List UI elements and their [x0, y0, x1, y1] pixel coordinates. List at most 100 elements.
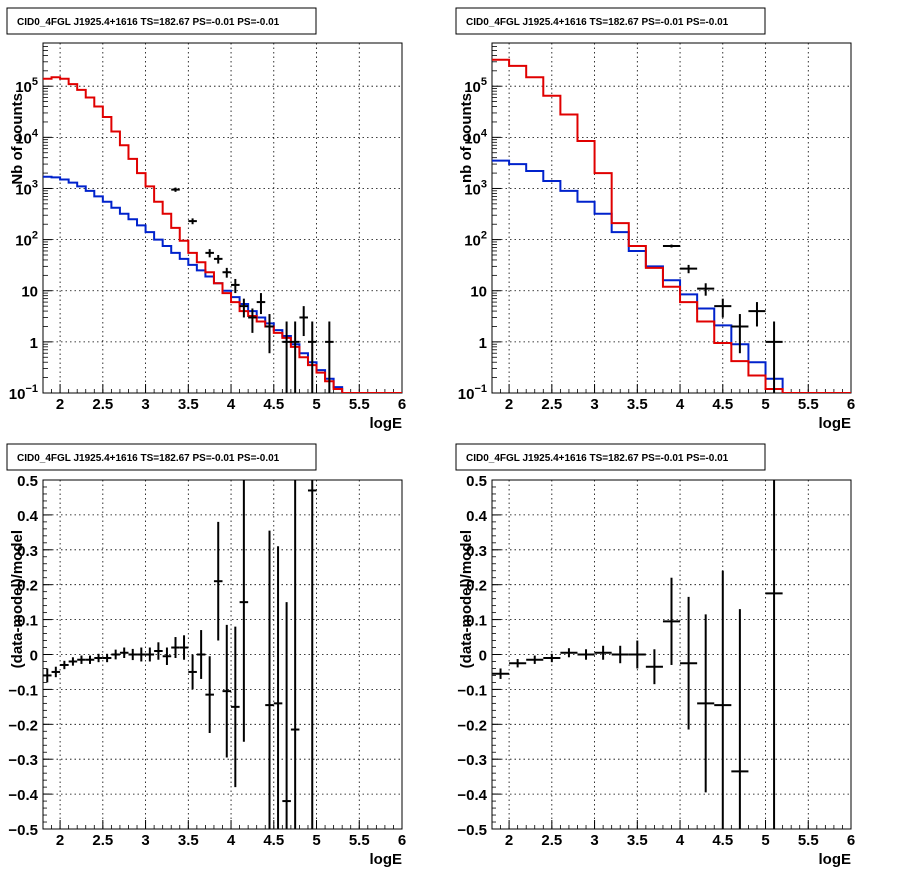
x-tick-label: 2: [56, 832, 64, 849]
model-component-histogram: [43, 175, 402, 393]
y-tick-label: 0.4: [466, 508, 488, 525]
x-tick-label: 4.5: [263, 832, 284, 849]
y-tick-label: −0.3: [8, 752, 38, 769]
chart-panel-4: CID0_4FGL J1925.4+1616 TS=182.67 PS=-0.0…: [455, 443, 855, 868]
y-tick-label: 0.2: [17, 578, 38, 595]
x-tick-label: 3: [590, 832, 598, 849]
series-group: [43, 480, 317, 829]
y-tick-label: 0.1: [17, 613, 38, 630]
y-axis-label: (data-model)/model: [9, 530, 26, 668]
y-tick-label: 102: [15, 230, 38, 250]
x-tick-label: 6: [398, 832, 406, 849]
chart-title-box: [455, 443, 766, 471]
y-tick-label: 10−1: [458, 383, 487, 403]
plot-frame: [42, 479, 403, 830]
y-tick-label: 10: [470, 284, 487, 301]
y-tick-label: −0.1: [8, 682, 38, 699]
y-axis-label: nb of counts: [458, 93, 475, 183]
y-tick-label: 105: [15, 76, 38, 96]
series-group: [492, 58, 851, 393]
x-tick-label: 5: [761, 396, 769, 413]
x-tick-label: 4.5: [263, 396, 284, 413]
y-tick-label: −0.5: [8, 822, 38, 839]
x-tick-label: 3.5: [178, 396, 199, 413]
y-axis-label: Nb of counts: [9, 93, 26, 185]
chart-title: CID0_4FGL J1925.4+1616 TS=182.67 PS=-0.0…: [466, 453, 729, 464]
x-tick-label: 2.5: [92, 396, 113, 413]
plot-frame: [491, 479, 852, 830]
y-tick-label: 1: [479, 335, 487, 352]
y-tick-label: 0: [30, 648, 38, 665]
y-tick-label: −0.4: [8, 787, 38, 804]
x-tick-label: 5.5: [798, 396, 819, 413]
series-group: [492, 480, 783, 829]
x-tick-label: 4: [676, 396, 685, 413]
y-tick-label: 10: [21, 284, 38, 301]
y-tick-label: 104: [15, 127, 39, 147]
x-tick-label: 5: [312, 396, 320, 413]
x-tick-label: 5.5: [349, 396, 370, 413]
x-tick-label: 2.5: [92, 832, 113, 849]
y-tick-label: 1: [30, 335, 38, 352]
x-tick-label: 3.5: [627, 832, 648, 849]
y-tick-label: −0.1: [457, 682, 487, 699]
chart-title-box: [6, 443, 317, 471]
x-tick-label: 2: [505, 396, 513, 413]
y-tick-label: 0.1: [466, 613, 487, 630]
y-tick-label: −0.3: [457, 752, 487, 769]
y-tick-label: −0.2: [457, 717, 487, 734]
chart-title: CID0_4FGL J1925.4+1616 TS=182.67 PS=-0.0…: [17, 17, 280, 28]
x-axis-label: logE: [370, 851, 403, 868]
x-tick-label: 6: [398, 396, 406, 413]
y-tick-label: 0.3: [466, 543, 487, 560]
y-tick-label: 0: [479, 648, 487, 665]
chart-title-box: [6, 7, 317, 35]
x-tick-label: 2: [505, 832, 513, 849]
x-tick-label: 3.5: [178, 832, 199, 849]
y-axis-label: (data-model)/model: [458, 530, 475, 668]
y-tick-label: −0.2: [8, 717, 38, 734]
y-tick-label: 0.4: [17, 508, 39, 525]
y-tick-label: 103: [464, 178, 487, 198]
y-tick-label: 103: [15, 178, 38, 198]
y-tick-label: −0.5: [457, 822, 487, 839]
x-tick-label: 4: [227, 832, 236, 849]
x-tick-label: 4: [227, 396, 236, 413]
chart-panel-2: CID0_4FGL J1925.4+1616 TS=182.67 PS=-0.0…: [455, 7, 855, 432]
x-tick-label: 4.5: [712, 396, 733, 413]
x-tick-label: 2: [56, 396, 64, 413]
x-tick-label: 3: [590, 396, 598, 413]
chart-title-box: [455, 7, 766, 35]
x-axis-label: logE: [819, 415, 852, 432]
x-tick-label: 5.5: [798, 832, 819, 849]
x-tick-label: 3: [141, 396, 149, 413]
plot-frame: [42, 42, 403, 394]
chart-title: CID0_4FGL J1925.4+1616 TS=182.67 PS=-0.0…: [466, 17, 729, 28]
x-tick-label: 2.5: [541, 396, 562, 413]
x-axis-label: logE: [370, 415, 403, 432]
model-total-histogram: [492, 58, 851, 393]
chart-title: CID0_4FGL J1925.4+1616 TS=182.67 PS=-0.0…: [17, 453, 280, 464]
model-total-histogram: [43, 76, 402, 393]
y-tick-label: 0.2: [466, 578, 487, 595]
x-tick-label: 4.5: [712, 832, 733, 849]
y-tick-label: 102: [464, 230, 487, 250]
y-tick-label: 104: [464, 127, 488, 147]
y-tick-label: −0.4: [457, 787, 487, 804]
y-tick-label: 105: [464, 76, 487, 96]
chart-panel-3: CID0_4FGL J1925.4+1616 TS=182.67 PS=-0.0…: [6, 443, 406, 868]
y-tick-label: 0.3: [17, 543, 38, 560]
x-tick-label: 5: [761, 832, 769, 849]
y-tick-label: 0.5: [466, 473, 487, 490]
model-component-histogram: [492, 159, 851, 393]
x-tick-label: 5.5: [349, 832, 370, 849]
y-tick-label: 10−1: [9, 383, 38, 403]
x-tick-label: 6: [847, 832, 855, 849]
series-group: [43, 76, 402, 393]
x-tick-label: 5: [312, 832, 320, 849]
chart-panel-1: CID0_4FGL J1925.4+1616 TS=182.67 PS=-0.0…: [6, 7, 406, 432]
x-tick-label: 3: [141, 832, 149, 849]
plot-frame: [491, 42, 852, 394]
x-tick-label: 2.5: [541, 832, 562, 849]
